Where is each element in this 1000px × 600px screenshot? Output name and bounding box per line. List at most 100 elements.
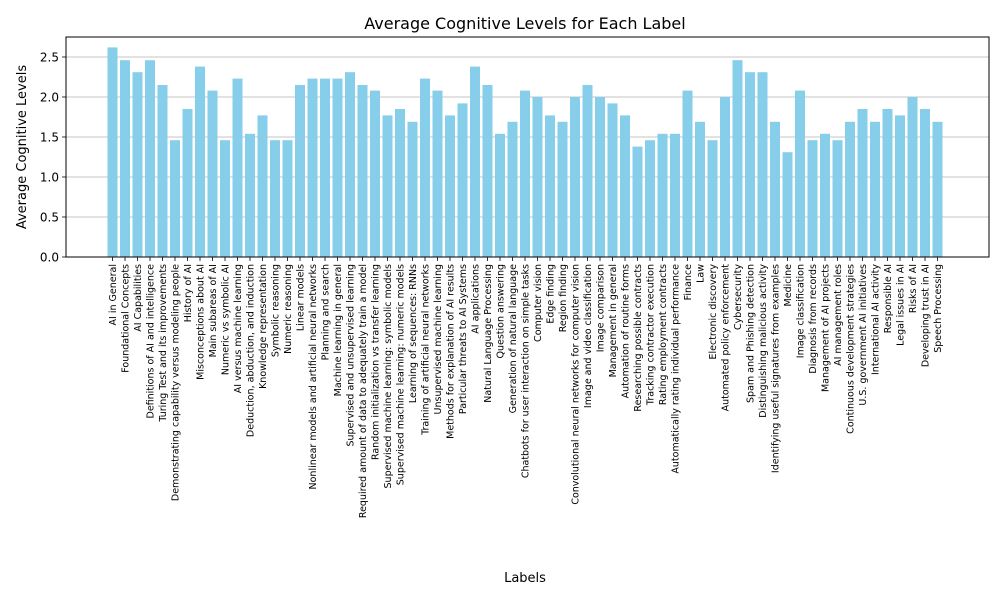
x-tick-label: Demonstrating capability versus modeling… (171, 264, 182, 501)
x-tick-label: Definitions of AI and intelligence (146, 264, 157, 419)
x-tick-label: Learning of sequences: RNNs (408, 264, 419, 403)
bar (845, 121, 855, 257)
bar (207, 90, 218, 257)
x-tick-label: U.S. government AI initiatives (858, 264, 869, 406)
x-tick-label: Natural Language Processing (483, 264, 494, 403)
bar (395, 109, 405, 257)
bar (445, 115, 455, 258)
x-tick-label: Image and video classification (583, 264, 594, 408)
bar (570, 97, 580, 257)
bar (907, 97, 918, 257)
bar (107, 47, 118, 258)
x-tick-label: Spam and Phishing detection (746, 264, 757, 403)
bar (220, 140, 230, 257)
y-tick-label: 1.5 (40, 131, 59, 145)
bar (657, 133, 668, 257)
bar (282, 140, 293, 257)
bar (695, 121, 705, 257)
x-tick-label: Question answering (496, 264, 507, 359)
bar (120, 60, 130, 258)
bar (245, 133, 255, 257)
x-tick-label: Random initialization vs transfer learni… (371, 264, 382, 460)
bar (720, 97, 730, 257)
bar (645, 140, 655, 257)
x-tick-label: Management in general (608, 264, 619, 377)
x-tick-label: Region finding (558, 264, 569, 332)
x-tick-label: Convolutional neural networks for comput… (571, 264, 582, 505)
x-tick-label: Diagnosis from records (808, 264, 819, 374)
bar (495, 133, 505, 257)
bar (432, 90, 443, 257)
bar (270, 140, 280, 257)
x-tick-label: Responsible AI (883, 264, 894, 333)
x-tick-label: Generation of natural language (508, 264, 519, 414)
bar (182, 109, 193, 257)
bar (782, 152, 793, 257)
x-tick-label: AI in General (108, 264, 119, 325)
x-tick-label: Automation of routine forms (621, 264, 632, 398)
bar (820, 133, 830, 257)
x-tick-label: Distinguishing malicious activity (758, 264, 769, 418)
bar (882, 109, 893, 257)
bar (757, 72, 768, 257)
bar (470, 66, 480, 257)
bar (420, 78, 430, 257)
bar (532, 97, 543, 257)
x-tick-label: Finance (683, 264, 694, 300)
bar (557, 121, 568, 257)
x-axis-label: Labels (504, 571, 546, 586)
x-tick-label: Medicine (783, 264, 794, 307)
bar (620, 115, 630, 258)
bar (932, 121, 943, 257)
x-tick-label: Researching possible contracts (633, 264, 644, 412)
x-tick-label: Linear models (296, 264, 307, 331)
x-tick-label: Rating employment contracts (658, 264, 669, 405)
x-tick-label: AI management roles (833, 264, 844, 366)
y-tick-label: 2.0 (40, 91, 59, 105)
bar (795, 90, 805, 257)
x-tick-label: Chatbots for user interaction on simple … (521, 264, 532, 478)
x-tick-label: International AI activity (871, 264, 882, 375)
y-axis-label: Average Cognitive Levels (15, 65, 30, 229)
bar (707, 140, 718, 257)
bar (545, 115, 555, 258)
x-tick-label: Planning and search (321, 264, 332, 360)
x-tick-label: AI versus machine learning (233, 264, 244, 393)
x-tick-label: Tracking contractor execution (646, 264, 657, 406)
y-tick-label: 0.5 (40, 211, 59, 225)
bar (745, 72, 755, 257)
x-tick-label: Main subareas of AI (208, 264, 219, 357)
x-tick-label: Numeric vs symbolic AI (221, 264, 232, 375)
x-tick-label: Continuous development strategies (846, 264, 857, 434)
x-tick-label: Particular threats to AI Systems (458, 264, 469, 414)
x-tick-label: AI Capabilities (133, 264, 144, 332)
chart-title: Average Cognitive Levels for Each Label (364, 14, 685, 33)
bar (895, 115, 905, 258)
bar (857, 109, 868, 257)
bar (157, 85, 168, 257)
bar (832, 140, 843, 257)
x-tick-label: Misconceptions about AI (196, 264, 207, 380)
x-tick-label: Required amount of data to adequately tr… (358, 264, 369, 518)
bar (307, 78, 318, 257)
bar (457, 103, 468, 258)
bar (357, 85, 368, 257)
bar (670, 133, 680, 257)
bar (632, 146, 643, 257)
x-tick-label: Legal issues in AI (896, 264, 907, 346)
x-tick-label: Deduction, abduction, and induction (246, 264, 257, 437)
bar (582, 85, 593, 257)
x-tick-label: Unsupervised machine learning (433, 264, 444, 414)
x-tick-label: Foundational Concepts (121, 264, 132, 373)
bar (332, 78, 343, 257)
bar (132, 72, 143, 257)
x-tick-label: Risks of AI (908, 264, 919, 313)
y-tick-label: 1.0 (40, 171, 59, 185)
x-tick-label: Law (696, 264, 707, 283)
bar (507, 121, 518, 257)
bar (407, 121, 418, 257)
x-tick-label: Computer vision (533, 264, 544, 342)
x-tick-label: AI applications (471, 264, 482, 334)
x-tick-label: Symbolic reasoning (271, 264, 282, 357)
